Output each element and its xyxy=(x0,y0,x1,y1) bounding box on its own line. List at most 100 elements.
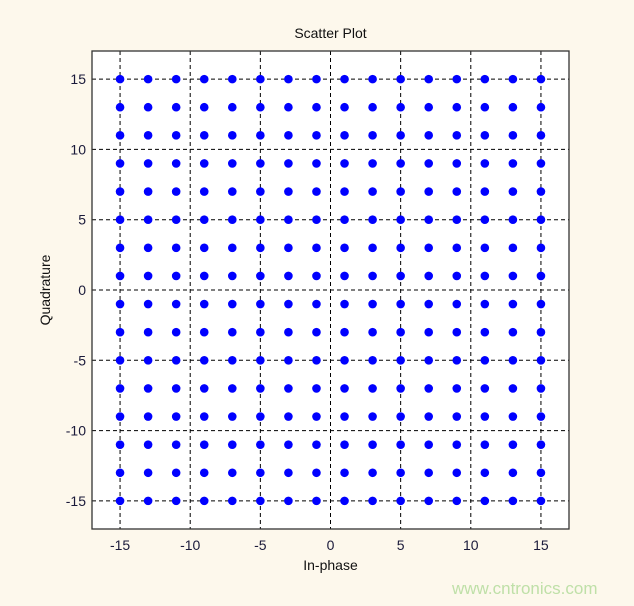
data-point xyxy=(368,440,377,449)
data-point xyxy=(452,468,462,478)
data-point xyxy=(199,496,209,506)
data-point xyxy=(143,187,153,196)
data-point xyxy=(115,102,125,112)
data-point xyxy=(256,496,265,506)
data-point xyxy=(396,412,405,421)
data-point xyxy=(284,271,293,281)
data-point xyxy=(340,74,349,84)
data-point xyxy=(227,327,237,337)
data-point xyxy=(143,215,153,225)
data-point xyxy=(396,159,405,168)
data-point xyxy=(312,384,321,393)
data-point xyxy=(452,271,462,281)
data-point xyxy=(340,159,349,168)
data-point xyxy=(115,74,125,84)
data-point xyxy=(171,159,181,168)
data-point xyxy=(284,159,293,168)
data-point xyxy=(340,215,349,225)
data-point xyxy=(312,327,321,337)
x-tick-label: -5 xyxy=(254,537,267,553)
data-point xyxy=(452,355,462,365)
data-point xyxy=(396,384,405,393)
data-point xyxy=(312,159,321,168)
data-point xyxy=(312,187,321,196)
data-point xyxy=(508,187,518,196)
data-point xyxy=(340,131,349,140)
data-point xyxy=(227,384,237,393)
data-point xyxy=(396,355,405,365)
data-point xyxy=(452,187,462,196)
data-point xyxy=(536,131,546,140)
data-point xyxy=(424,299,434,309)
data-point xyxy=(368,468,377,478)
data-point xyxy=(480,243,490,253)
data-point xyxy=(115,355,125,365)
data-point xyxy=(199,74,209,84)
data-point xyxy=(536,468,546,478)
x-tick-label: 0 xyxy=(327,537,335,553)
data-point xyxy=(312,355,321,365)
data-point xyxy=(284,440,293,449)
data-point xyxy=(171,131,181,140)
x-tick-label: 15 xyxy=(533,537,549,553)
x-tick-label: 5 xyxy=(397,537,405,553)
data-point xyxy=(340,187,349,196)
data-point xyxy=(424,496,434,506)
y-tick-label: 0 xyxy=(78,282,86,298)
data-point xyxy=(424,440,434,449)
data-point xyxy=(340,271,349,281)
data-point xyxy=(199,271,209,281)
y-tick-label: -10 xyxy=(66,423,86,439)
data-point xyxy=(452,102,462,112)
data-point xyxy=(256,468,265,478)
data-point xyxy=(452,159,462,168)
data-point xyxy=(115,496,125,506)
data-point xyxy=(396,131,405,140)
data-point xyxy=(424,412,434,421)
data-point xyxy=(284,74,293,84)
y-tick-label: -5 xyxy=(74,352,87,368)
data-point xyxy=(115,243,125,253)
data-point xyxy=(284,243,293,253)
data-point xyxy=(396,440,405,449)
data-point xyxy=(368,74,377,84)
data-point xyxy=(340,496,349,506)
data-point xyxy=(143,440,153,449)
data-point xyxy=(508,271,518,281)
data-point xyxy=(256,355,265,365)
data-point xyxy=(452,299,462,309)
data-point xyxy=(536,440,546,449)
data-point xyxy=(227,412,237,421)
data-point xyxy=(115,271,125,281)
data-point xyxy=(143,412,153,421)
data-point xyxy=(368,131,377,140)
data-point xyxy=(227,215,237,225)
data-point xyxy=(143,159,153,168)
data-point xyxy=(312,299,321,309)
data-point xyxy=(143,496,153,506)
data-point xyxy=(396,102,405,112)
data-point xyxy=(312,131,321,140)
data-point xyxy=(171,468,181,478)
data-point xyxy=(284,384,293,393)
data-point xyxy=(396,468,405,478)
data-point xyxy=(508,159,518,168)
data-point xyxy=(480,355,490,365)
data-point xyxy=(171,440,181,449)
data-point xyxy=(340,102,349,112)
x-tick-label: -15 xyxy=(110,537,130,553)
data-point xyxy=(368,187,377,196)
data-point xyxy=(340,299,349,309)
data-point xyxy=(340,384,349,393)
y-tick-label: -15 xyxy=(66,493,86,509)
data-point xyxy=(452,384,462,393)
data-point xyxy=(508,243,518,253)
data-point xyxy=(480,468,490,478)
data-point xyxy=(227,131,237,140)
data-point xyxy=(508,74,518,84)
data-point xyxy=(424,243,434,253)
data-point xyxy=(508,412,518,421)
data-point xyxy=(480,159,490,168)
data-point xyxy=(536,327,546,337)
data-point xyxy=(256,243,265,253)
